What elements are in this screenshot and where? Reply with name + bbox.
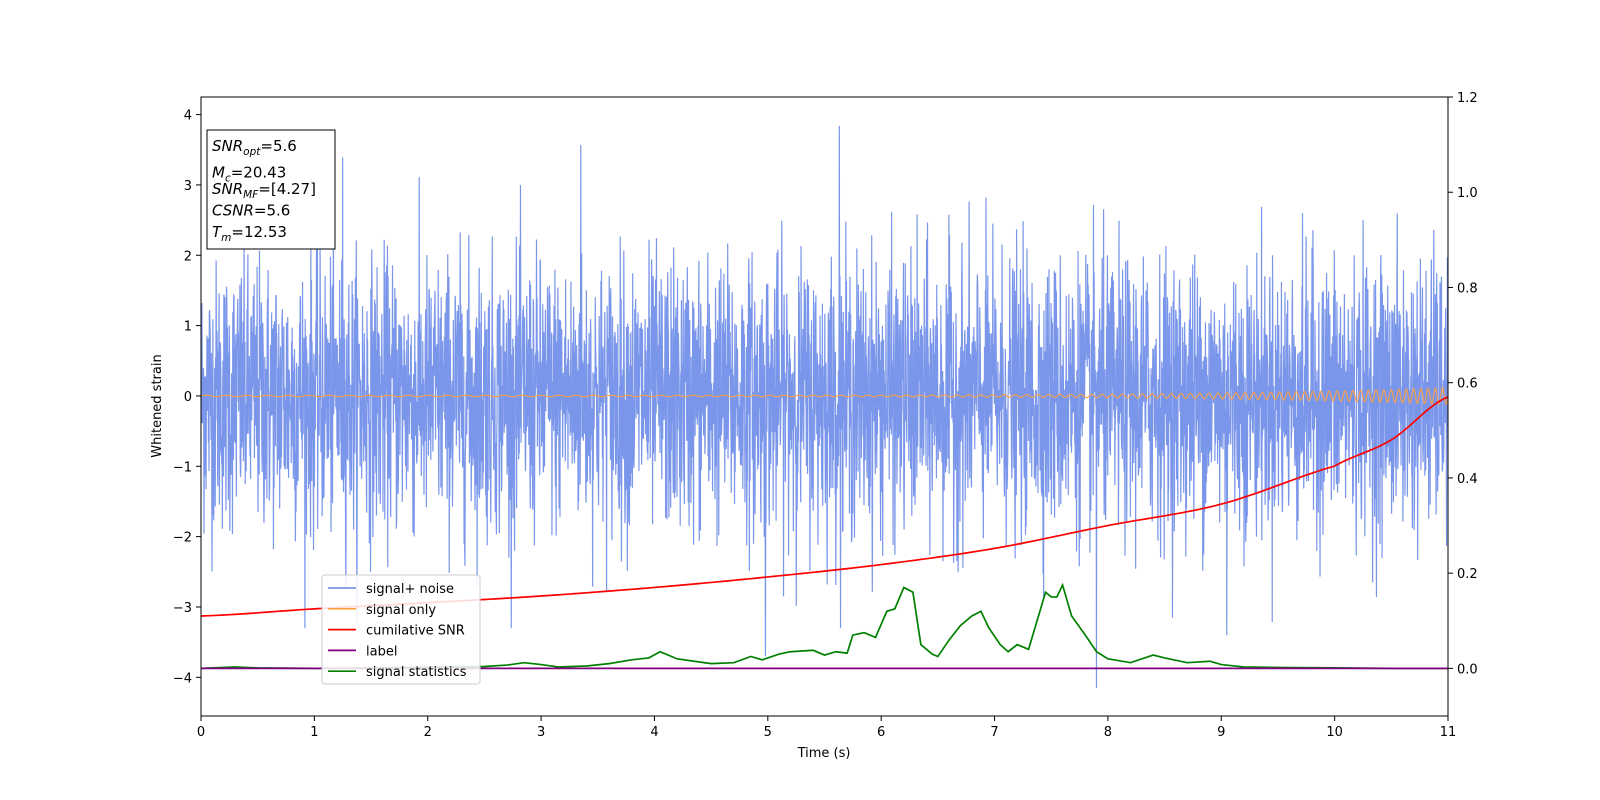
x-tick-label: 5	[764, 725, 772, 740]
info-value: =[4.27]	[258, 180, 316, 198]
info-subscript: m	[221, 232, 231, 244]
info-subscript: MF	[243, 189, 259, 201]
y-left-tick-label: −3	[173, 601, 192, 616]
x-tick-label: 9	[1217, 725, 1225, 740]
x-tick-label: 7	[990, 725, 998, 740]
y-left-tick-label: −1	[173, 460, 192, 475]
x-tick-label: 6	[877, 725, 885, 740]
info-box-line: SNRopt=5.6	[212, 137, 297, 158]
y-axis-right: 0.0 0.2 0.4 0.6 0.8 1.0 1.2	[1448, 91, 1478, 677]
x-tick-label: 2	[424, 725, 432, 740]
signal-plus-noise-series	[201, 125, 1448, 688]
info-box: SNRopt=5.6Mc=20.43SNRMF=[4.27]CSNR=5.6Tm…	[206, 129, 336, 250]
y-axis-left: −4 −3 −2 −1 0 1 2 3 4	[173, 109, 201, 686]
y-left-tick-label: −2	[173, 531, 192, 546]
info-value: =20.43	[231, 164, 287, 182]
x-axis: 0 1 2 3 4 5 6 7 8 9 10 11	[197, 716, 1456, 740]
legend-label: signal statistics	[366, 665, 467, 680]
info-base: SNR	[212, 180, 243, 198]
info-subscript: opt	[243, 146, 261, 158]
info-base: M	[212, 164, 225, 182]
signal-statistics-series	[201, 582, 1448, 670]
info-subscript: c	[225, 173, 231, 185]
x-tick-label: 11	[1440, 725, 1457, 740]
info-value: =5.6	[260, 137, 296, 155]
y-right-tick-label: 1.2	[1457, 91, 1478, 106]
y-right-tick-label: 0.6	[1457, 377, 1478, 392]
plot-frame	[200, 96, 1449, 717]
x-tick-label: 0	[197, 725, 205, 740]
info-base: T	[212, 223, 223, 241]
info-box-line: CSNR=5.6	[212, 202, 290, 220]
info-box-line: SNRMF=[4.27]	[212, 180, 316, 201]
signal-only-line	[201, 386, 1448, 405]
info-base: CSNR	[212, 202, 254, 220]
legend-label: signal+ noise	[366, 582, 454, 597]
info-box-line: Mc=20.43	[212, 164, 286, 185]
y-left-tick-label: −4	[173, 671, 192, 686]
info-base: SNR	[212, 137, 243, 155]
x-tick-label: 1	[310, 725, 318, 740]
legend-label: label	[366, 644, 397, 659]
x-tick-label: 4	[650, 725, 658, 740]
x-tick-label: 8	[1104, 725, 1112, 740]
y-right-tick-label: 0.0	[1457, 662, 1478, 677]
legend-label: signal only	[366, 603, 436, 618]
y-left-tick-label: 1	[184, 320, 192, 335]
y-left-tick-label: 2	[184, 249, 192, 264]
info-box-line: Tm=12.53	[212, 223, 287, 244]
y-left-tick-label: 3	[184, 179, 192, 194]
signal-only-series	[201, 386, 1448, 405]
signal-statistics-line	[201, 582, 1448, 670]
x-tick-label: 3	[537, 725, 545, 740]
y-right-tick-label: 0.8	[1457, 281, 1478, 296]
y-axis-title: Whitened strain	[150, 354, 165, 457]
info-box-frame	[206, 129, 336, 250]
info-value: =12.53	[231, 223, 287, 241]
legend: signal+ noise signal only cumilative SNR la…	[321, 574, 481, 685]
x-axis-title: Time (s)	[797, 746, 851, 761]
legend-frame	[321, 574, 481, 685]
y-right-tick-label: 0.4	[1457, 472, 1478, 487]
y-right-tick-label: 0.2	[1457, 567, 1478, 582]
legend-label: cumilative SNR	[366, 624, 465, 639]
y-left-tick-label: 0	[184, 390, 192, 405]
signal-plus-noise-line	[201, 125, 1448, 688]
y-right-tick-label: 1.0	[1457, 186, 1478, 201]
info-value: =5.6	[254, 202, 290, 220]
x-tick-label: 10	[1326, 725, 1343, 740]
y-left-tick-label: 4	[184, 109, 192, 124]
